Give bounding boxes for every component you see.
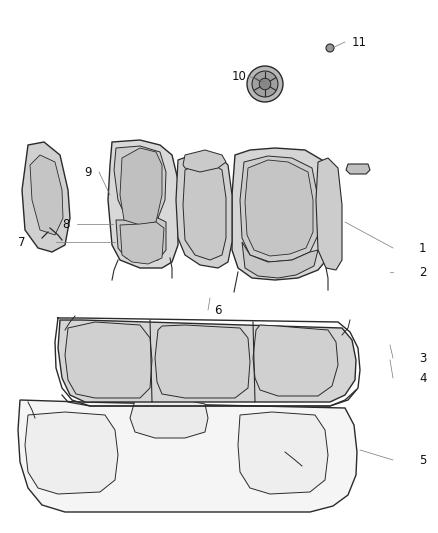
Polygon shape	[238, 412, 328, 494]
Polygon shape	[108, 140, 178, 268]
Text: 11: 11	[352, 36, 367, 49]
Polygon shape	[253, 325, 338, 396]
Polygon shape	[130, 400, 208, 438]
Polygon shape	[22, 142, 70, 252]
Polygon shape	[183, 150, 226, 172]
Polygon shape	[114, 146, 166, 220]
Text: 2: 2	[419, 265, 427, 279]
Circle shape	[247, 66, 283, 102]
Text: 8: 8	[62, 217, 69, 230]
Circle shape	[252, 71, 278, 97]
Text: 7: 7	[18, 236, 25, 248]
Polygon shape	[316, 158, 342, 270]
Polygon shape	[232, 148, 330, 280]
Circle shape	[259, 78, 271, 90]
Text: 5: 5	[419, 454, 426, 466]
Text: 6: 6	[214, 303, 222, 317]
Polygon shape	[242, 242, 318, 278]
Text: 10: 10	[232, 69, 247, 83]
Polygon shape	[120, 222, 164, 264]
Polygon shape	[116, 218, 166, 262]
Text: 9: 9	[84, 166, 92, 179]
Text: 3: 3	[419, 351, 426, 365]
Polygon shape	[176, 152, 232, 268]
Polygon shape	[120, 148, 162, 225]
Polygon shape	[245, 160, 313, 256]
Polygon shape	[18, 400, 357, 512]
Polygon shape	[30, 155, 63, 235]
Text: 4: 4	[419, 372, 427, 384]
Text: 1: 1	[419, 241, 427, 254]
Polygon shape	[183, 162, 226, 260]
Polygon shape	[58, 320, 356, 402]
Polygon shape	[65, 322, 152, 398]
Polygon shape	[346, 164, 370, 174]
Circle shape	[326, 44, 334, 52]
Polygon shape	[25, 412, 118, 494]
Polygon shape	[155, 325, 250, 398]
Polygon shape	[240, 156, 318, 262]
